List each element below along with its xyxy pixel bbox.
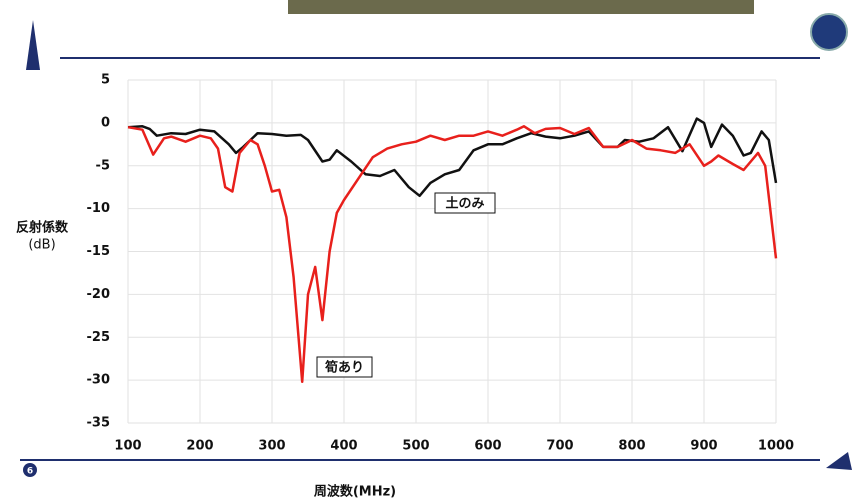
y-tick-label: -20 [87, 287, 111, 302]
x-tick-label: 100 [114, 439, 141, 454]
y-tick-label: -10 [87, 201, 111, 216]
page-number: 6 [27, 467, 33, 477]
x-tick-label: 700 [546, 439, 573, 454]
slide: 6 反射係数 (dB) 周波数(MHz) 5 0 -5 -10 -15 -20 -25 -30… [0, 0, 866, 501]
x-tick-label: 200 [186, 439, 213, 454]
y-tick-label: -35 [87, 416, 111, 431]
series-annotation: 筍あり [324, 360, 364, 376]
x-tick-label: 800 [618, 439, 645, 454]
x-tick-label: 1000 [758, 439, 794, 454]
logo [811, 14, 847, 50]
y-tick-label: 5 [101, 73, 110, 88]
tower-icon [26, 20, 40, 70]
y-axis-label: 反射係数 [16, 220, 69, 236]
x-tick-label: 600 [474, 439, 501, 454]
y-tick-label: -15 [87, 244, 111, 259]
x-tick-label: 900 [690, 439, 717, 454]
y-tick-label: 0 [101, 115, 110, 130]
dish-icon [826, 452, 852, 470]
x-tick-label: 500 [402, 439, 429, 454]
series-annotation: 土のみ [445, 196, 484, 212]
y-tick-label: -25 [87, 330, 111, 345]
x-tick-label: 400 [330, 439, 357, 454]
photo-strip [288, 0, 754, 14]
series-line [128, 126, 776, 381]
y-axis-label: (dB) [28, 238, 55, 253]
x-axis-label: 周波数(MHz) [314, 484, 396, 500]
y-tick-label: -5 [96, 158, 110, 173]
x-tick-label: 300 [258, 439, 285, 454]
y-tick-label: -30 [87, 373, 111, 388]
